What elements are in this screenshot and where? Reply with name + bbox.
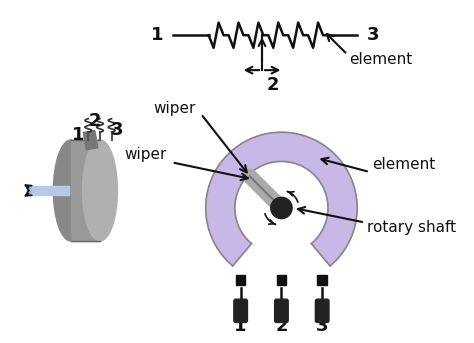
Text: wiper: wiper (125, 147, 167, 162)
Text: 1: 1 (235, 317, 247, 335)
Text: 1: 1 (151, 26, 163, 44)
Text: rotary shaft: rotary shaft (367, 220, 456, 235)
Bar (29, 186, 69, 195)
Text: 2: 2 (267, 76, 279, 94)
Text: element: element (349, 52, 412, 67)
Ellipse shape (54, 140, 88, 241)
Text: element: element (372, 157, 435, 172)
FancyBboxPatch shape (315, 299, 329, 322)
Text: 2: 2 (89, 111, 101, 130)
FancyBboxPatch shape (234, 299, 247, 322)
Ellipse shape (27, 186, 31, 195)
Bar (71, 140, 100, 241)
Ellipse shape (82, 140, 118, 241)
Text: 2: 2 (275, 317, 288, 335)
Text: 3: 3 (316, 317, 328, 335)
Text: wiper: wiper (154, 102, 196, 117)
Bar (83, 130, 98, 150)
FancyBboxPatch shape (274, 299, 288, 322)
Text: 3: 3 (111, 121, 124, 139)
Text: 1: 1 (73, 126, 85, 144)
Text: 3: 3 (367, 26, 379, 44)
Circle shape (271, 197, 292, 218)
Wedge shape (206, 132, 357, 266)
